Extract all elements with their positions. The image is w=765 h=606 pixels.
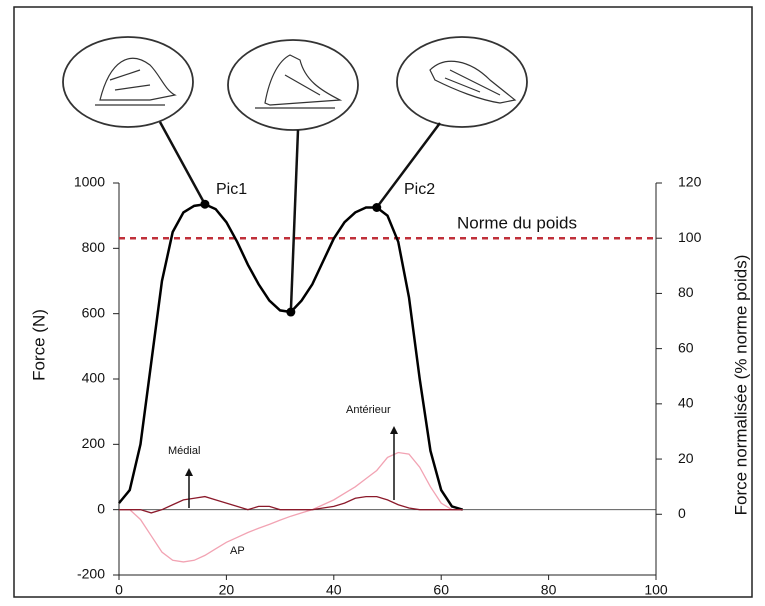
annotation: Médial [168,445,200,457]
y-tick-label: 800 [82,239,106,255]
x-tick-label: 60 [433,582,449,598]
reference-label: Norme du poids [457,214,577,233]
x-tick-label: 100 [644,582,668,598]
point-marker [286,307,296,317]
series-line [118,202,464,511]
point-marker [200,199,210,209]
connector [289,129,300,313]
point-marker [372,203,382,212]
connector [158,121,207,205]
annotation: AP [230,545,245,557]
y2-tick-label: 0 [678,505,686,521]
y-axis-label: Force (N) [29,309,48,381]
annotation: Antérieur [346,404,391,416]
y2-tick-label: 80 [678,284,694,300]
y2-tick-label: 120 [678,174,702,190]
series-line [119,451,463,563]
y-tick-label: 400 [82,370,106,386]
frame [13,6,753,598]
series-line [119,495,463,514]
y-tick-label: -200 [77,566,105,582]
annotation: Pic2 [404,181,435,198]
arrow-head [390,426,398,434]
connector [375,122,442,209]
x-tick-label: 40 [326,582,342,598]
y2-tick-label: 20 [678,450,694,466]
y-tick-label: 600 [82,304,106,320]
y-tick-label: 200 [82,435,106,451]
y2-tick-label: 100 [678,229,702,245]
y2-tick-label: 40 [678,395,694,411]
y2-tick-label: 60 [678,339,694,355]
foot-illustrations [62,36,528,131]
x-tick-label: 80 [541,582,557,598]
x-tick-label: 20 [219,582,235,598]
x-tick-label: 0 [115,582,123,598]
y2-axis-label: Force normalisée (% norme poids) [731,255,750,516]
y-tick-label: 1000 [74,174,105,190]
arrow-head [185,468,193,476]
y-tick-label: 0 [97,500,105,516]
annotation: Pic1 [216,181,247,198]
